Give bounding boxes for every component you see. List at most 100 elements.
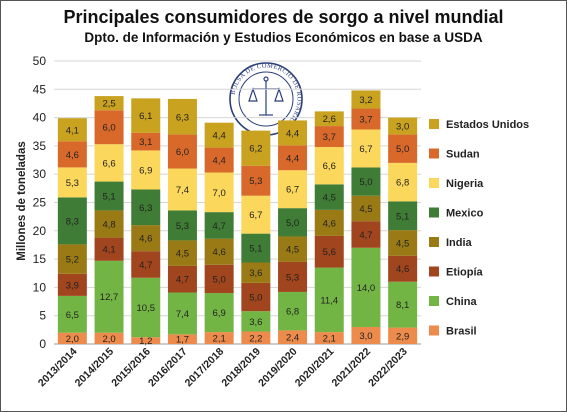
x-tick-label: 2015/2016 <box>109 346 153 390</box>
data-label: 12,7 <box>100 292 119 303</box>
data-label: 2,0 <box>66 334 79 345</box>
legend-label: Brasil <box>446 326 477 338</box>
data-label: 4,4 <box>286 128 299 139</box>
data-label: 4,4 <box>286 153 299 164</box>
bar-segment-brasil <box>94 332 124 344</box>
data-label: 6,6 <box>323 161 336 172</box>
data-label: 6,7 <box>286 185 299 196</box>
data-label: 6,3 <box>139 203 152 214</box>
legend-label: Nigeria <box>446 178 484 190</box>
data-label: 5,0 <box>286 218 299 229</box>
legend-swatch <box>429 325 439 336</box>
bar-segment-etiopía <box>167 265 197 293</box>
data-label: 3,0 <box>359 331 372 342</box>
x-axis: 2013/20142014/20152015/20162016/20172017… <box>36 346 410 390</box>
data-label: 4,6 <box>213 247 226 258</box>
y-tick-label: 35 <box>33 139 47 153</box>
bar-segment-brasil <box>241 331 271 344</box>
legend-label: Estados Unidos <box>446 119 529 131</box>
y-tick-label: 20 <box>33 224 47 238</box>
bar-segment-etiopía <box>94 237 124 261</box>
data-label: 2,4 <box>286 333 299 344</box>
data-label: 4,8 <box>102 220 115 231</box>
data-label: 4,7 <box>213 221 226 232</box>
bar-segment-etiopía <box>388 255 418 282</box>
bar-segment-china <box>351 247 381 328</box>
data-label: 6,8 <box>286 307 299 318</box>
legend-swatch <box>429 119 439 129</box>
bar-segment-brasil <box>278 330 308 344</box>
legend: Estados Unidos Sudan Nigeria Mexico India Eti… <box>429 119 529 338</box>
y-axis-label: Millones de toneladas <box>16 141 28 261</box>
x-tick-label: 2019/2020 <box>256 346 300 390</box>
bar-segment-sudan <box>57 141 87 168</box>
bar-segment-india <box>57 244 87 274</box>
bar-segment-mexico <box>351 167 381 196</box>
legend-swatch <box>429 296 439 306</box>
bar-segment-etiopía <box>204 264 234 294</box>
data-label: 7,4 <box>176 309 189 320</box>
data-label: 2,1 <box>323 334 336 345</box>
data-label: 1,7 <box>176 335 189 346</box>
bar-segment-estados-unidos <box>351 90 381 109</box>
bar-segment-india <box>241 262 271 283</box>
x-tick-label: 2014/2015 <box>73 346 117 390</box>
bar-segment-etiopía <box>278 261 308 292</box>
bar-segment-nigeria <box>167 168 197 211</box>
bar-segment-china <box>278 291 308 331</box>
legend-swatch <box>429 207 439 218</box>
bar-segment-china <box>131 277 161 338</box>
data-label: 5,0 <box>396 144 409 155</box>
bar-segment-mexico <box>204 212 234 239</box>
bar-segment-brasil <box>131 337 161 344</box>
bar-segment-estados-unidos <box>131 98 161 133</box>
data-label: 2,0 <box>102 334 115 345</box>
bar-segment-sudan <box>131 132 161 151</box>
data-label: 3,6 <box>249 317 262 328</box>
data-label: 7,0 <box>213 188 226 199</box>
data-label: 2,5 <box>102 99 115 110</box>
bar-segment-sudan <box>94 110 124 145</box>
bar-segment-mexico <box>388 201 418 231</box>
data-label: 6,5 <box>66 310 79 321</box>
legend-swatch <box>429 237 439 247</box>
data-label: 5,0 <box>213 274 226 285</box>
data-label: 6,7 <box>359 144 372 155</box>
bar-segment-brasil <box>167 334 197 344</box>
data-label: 2,1 <box>213 334 226 345</box>
bar-segment-mexico <box>131 189 161 226</box>
data-label: 4,6 <box>139 234 152 245</box>
x-tick-label: 2021/2022 <box>329 346 373 390</box>
legend-label: Mexico <box>446 208 484 220</box>
bar-segment-sudan <box>388 134 418 163</box>
data-label: 5,2 <box>66 255 79 266</box>
data-label: 4,6 <box>396 264 409 275</box>
y-tick-label: 50 <box>33 54 47 68</box>
bar-segment-nigeria <box>314 147 344 185</box>
data-label: 3,6 <box>249 268 262 279</box>
bar-segment-nigeria <box>278 170 308 209</box>
bar-segment-nigeria <box>57 167 87 198</box>
data-label: 6,1 <box>139 111 152 122</box>
bar-segment-china <box>388 281 418 328</box>
data-label: 4,4 <box>213 131 226 142</box>
bar-segment-nigeria <box>94 144 124 182</box>
data-label: 5,3 <box>249 176 262 187</box>
data-label: 5,3 <box>66 178 79 189</box>
data-label: 3,2 <box>359 95 372 106</box>
y-tick-label: 25 <box>33 196 47 210</box>
data-label: 4,5 <box>323 193 336 204</box>
data-label: 3,0 <box>396 122 409 133</box>
bar-segment-nigeria <box>388 162 418 202</box>
bar-segment-brasil <box>314 332 344 344</box>
data-label: 4,7 <box>176 275 189 286</box>
data-label: 4,1 <box>102 245 115 256</box>
bar-segment-mexico <box>167 210 197 241</box>
data-label: 5,1 <box>249 244 262 255</box>
bar-segment-india <box>388 230 418 256</box>
bar-segment-nigeria <box>204 172 234 213</box>
data-label: 2,9 <box>396 331 409 342</box>
bar-segment-sudan <box>314 126 344 148</box>
bar-segment-sudan <box>204 147 234 173</box>
